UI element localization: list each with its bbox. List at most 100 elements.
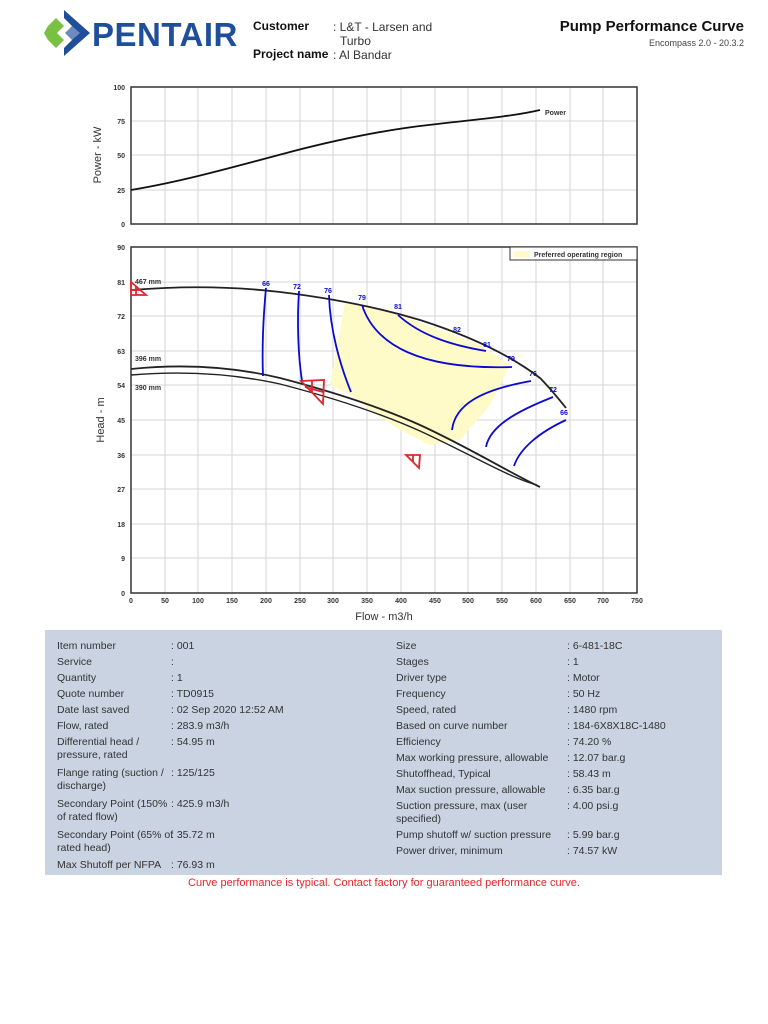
info-value-efficiency: : 74.20 % [567,736,612,748]
info-label-suction-pressure-l2: specified) [396,813,441,825]
info-value-flow-rated: : 283.9 m3/h [171,720,230,732]
svg-text:82: 82 [453,327,461,334]
info-label-flange-l1: Flange rating (suction / [57,767,164,779]
info-label-quote-number: Quote number [57,688,125,700]
svg-text:79: 79 [358,295,366,302]
info-label-flange-l2: discharge) [57,780,107,792]
pentair-logo-mark-icon [44,10,90,56]
power-gridlines [131,87,637,224]
head-plot-frame [130,246,638,594]
svg-text:150: 150 [226,598,238,605]
info-value-diff-head: : 54.95 m [171,736,215,748]
diameter-label-390: 390 mm [135,385,161,392]
power-chart: 100 75 50 25 0 Power - kW Power [92,85,638,229]
info-value-pump-shutoff: : 5.99 bar.g [567,829,620,841]
svg-text:76: 76 [324,288,332,295]
svg-text:50: 50 [117,153,125,160]
svg-text:100: 100 [192,598,204,605]
info-label-flow-rated: Flow, rated [57,720,109,732]
info-label-secondary-150-l2: of rated flow) [57,811,118,823]
info-label-curve-number: Based on curve number [396,720,508,732]
svg-text:72: 72 [117,314,125,321]
svg-text:18: 18 [117,522,125,529]
svg-text:90: 90 [117,245,125,252]
project-value: : Al Bandar [333,48,392,62]
head-y-label: Head - m [95,397,107,442]
svg-text:400: 400 [395,598,407,605]
info-value-date-last-saved: : 02 Sep 2020 12:52 AM [171,704,284,716]
info-label-size: Size [396,640,417,652]
head-curve-390mm [130,372,538,486]
secondary-point-marker-icon [403,454,421,471]
info-label-efficiency: Efficiency [396,736,441,748]
diameter-label-467: 467 mm [135,279,161,286]
power-y-ticks: 100 75 50 25 0 [113,85,125,229]
head-chart: Preferred operating region 90 81 72 63 5… [95,245,643,623]
info-label-diff-head-l1: Differential head / [57,736,140,748]
info-value-quantity: : 1 [171,672,183,684]
info-value-stages: : 1 [567,656,579,668]
svg-text:25: 25 [117,188,125,195]
flow-x-label: Flow - m3/h [355,611,412,623]
performance-charts: 100 75 50 25 0 Power - kW Power [92,85,643,623]
svg-text:9: 9 [121,556,125,563]
head-y-ticks: 90 81 72 63 54 45 36 27 18 9 0 [117,245,125,598]
info-label-driver-type: Driver type [396,672,447,684]
svg-text:72: 72 [549,387,557,394]
legend-label: Preferred operating region [534,252,622,259]
info-value-secondary-65: : 35.72 m [171,829,215,841]
svg-text:81: 81 [117,280,125,287]
info-value-flange: : 125/125 [171,767,215,779]
info-label-power-driver: Power driver, minimum [396,845,503,857]
rated-point-marker-icon [298,379,325,407]
info-label-pump-shutoff: Pump shutoff w/ suction pressure [396,829,552,841]
svg-text:100: 100 [113,85,125,92]
flow-x-ticks: 0 50 100 150 200 250 300 350 400 450 500… [129,598,643,605]
svg-text:36: 36 [117,453,125,460]
info-value-speed-rated: : 1480 rpm [567,704,618,716]
info-label-speed-rated: Speed, rated [396,704,457,716]
info-label-secondary-65-l2: rated head) [57,842,111,854]
svg-text:27: 27 [117,487,125,494]
svg-text:650: 650 [564,598,576,605]
svg-text:450: 450 [429,598,441,605]
head-curve-467mm [130,286,567,409]
info-label-service: Service [57,656,93,668]
info-value-power-driver: : 74.57 kW [567,845,618,857]
svg-text:54: 54 [117,383,125,390]
svg-text:76: 76 [529,371,537,378]
efficiency-curves [261,287,567,467]
power-plot-frame [130,86,638,225]
svg-text:72: 72 [293,284,301,291]
efficiency-labels: 66 72 76 79 81 82 81 79 76 72 66 [262,281,568,417]
svg-text:250: 250 [294,598,306,605]
svg-text:0: 0 [129,598,133,605]
svg-text:300: 300 [327,598,339,605]
info-label-max-working-pressure: Max working pressure, allowable [396,752,549,764]
info-value-size: : 6-481-18C [567,640,623,652]
info-value-frequency: : 50 Hz [567,688,601,700]
svg-text:75: 75 [117,119,125,126]
project-label: Project name [253,47,329,61]
customer-value-line1: : L&T - Larsen and [333,20,433,34]
diameter-label-396: 396 mm [135,356,161,363]
customer-label: Customer [253,19,310,33]
info-label-secondary-65-l1: Secondary Point (65% of [57,829,174,841]
info-value-driver-type: : Motor [567,672,600,684]
info-value-suction-pressure: : 4.00 psi.g [567,800,619,812]
software-version: Encompass 2.0 - 20.3.2 [648,38,744,48]
svg-text:350: 350 [361,598,373,605]
power-curve [130,109,541,191]
info-label-shutoff-head: Shutoffhead, Typical [396,768,491,780]
info-label-date-last-saved: Date last saved [57,704,130,716]
info-value-item-number: : 001 [171,640,195,652]
info-value-max-suction-pressure: : 6.35 bar.g [567,784,620,796]
legend: Preferred operating region [509,246,638,261]
svg-text:45: 45 [117,418,125,425]
info-value-service: : [171,656,174,668]
svg-text:79: 79 [507,356,515,363]
svg-text:200: 200 [260,598,272,605]
power-curve-label: Power [545,110,566,117]
svg-text:63: 63 [117,349,125,356]
head-curve-396mm [130,365,541,488]
